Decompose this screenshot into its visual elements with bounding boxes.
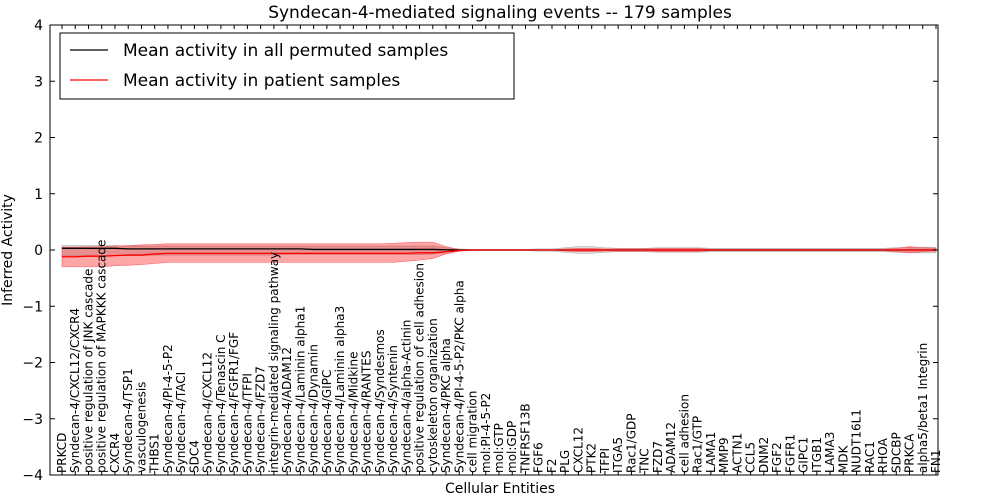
category-label: PRKCD — [55, 433, 69, 473]
category-label: FGF6 — [532, 442, 546, 473]
category-label: ADAM12 — [664, 422, 678, 473]
category-label: Syndecan-4/CXCL12 — [201, 352, 215, 473]
category-label: MMP9 — [717, 437, 731, 473]
legend: Mean activity in all permuted samples Me… — [59, 32, 515, 100]
legend-label-patient: Mean activity in patient samples — [123, 71, 400, 91]
category-label: DNM2 — [757, 437, 771, 473]
category-label: Syndecan-4/Dynamin — [307, 344, 321, 473]
category-label: positive regulation of JNK cascade — [81, 269, 95, 473]
category-label: CXCL12 — [571, 427, 585, 473]
category-label: positive regulation of MAPKKK cascade — [95, 240, 109, 473]
category-label: Rac1/GTP — [691, 416, 705, 473]
x-axis-label: Cellular Entities — [445, 481, 555, 497]
category-label: Syndecan-4/PI-4-5-P2 — [161, 344, 175, 473]
y-tick-label: 1 — [34, 187, 43, 203]
category-label: PTK2 — [585, 443, 599, 473]
y-tick-label: 3 — [34, 74, 43, 90]
category-label: alpha5/beta1 Integrin — [916, 343, 930, 473]
legend-frame — [59, 32, 515, 100]
category-label: Syndecan-4/Laminin alpha3 — [333, 306, 347, 473]
category-label: Syndecan-4/FGFR1/FGF — [227, 332, 241, 473]
y-axis: −4 −3 −2 −1 0 1 2 3 4 — [22, 18, 938, 484]
category-label: cell adhesion — [677, 394, 691, 473]
category-label: TNC — [638, 448, 652, 474]
category-label: ITGB1 — [810, 437, 824, 473]
category-label: TNFRSF13B — [518, 403, 532, 474]
y-tick-label: 2 — [34, 131, 43, 147]
category-label: ACTN1 — [730, 433, 744, 473]
band-patient — [61, 241, 937, 268]
category-label: Syndecan-4/Midkine — [346, 352, 360, 473]
category-label: cytoskeleton organization — [426, 318, 440, 473]
category-label: Syndecan-4/RANTES — [360, 351, 374, 473]
category-label: RAC1 — [863, 441, 877, 473]
category-label: cell migration — [466, 391, 480, 473]
y-axis-label: Inferred Activity — [0, 194, 16, 306]
category-label: integrin-mediated signaling pathway — [267, 252, 281, 473]
category-label: ITGA5 — [611, 437, 625, 473]
category-label: Syndecan-4/CXCL12/CXCR4 — [68, 308, 82, 473]
y-tick-label: −1 — [22, 299, 43, 315]
legend-label-permuted: Mean activity in all permuted samples — [123, 41, 448, 61]
category-label: Syndecan-4/GIPC — [320, 370, 334, 473]
category-label: MDK — [836, 444, 850, 473]
category-label: NUDT16L1 — [850, 409, 864, 473]
category-label: Rac1/GDP — [624, 414, 638, 473]
category-label: Syndecan-4/Syndesmos — [373, 329, 387, 473]
category-label: FZD7 — [651, 441, 665, 473]
category-label: mol:GTP — [492, 423, 506, 473]
category-label: positive regulation of cell adhesion — [413, 263, 427, 473]
y-tick-label: −3 — [22, 412, 43, 428]
category-label: mol:GDP — [505, 421, 519, 473]
category-label: Syndecan-4/Syntenin — [386, 345, 400, 473]
category-label: Syndecan-4/TACI — [174, 372, 188, 473]
category-label: Syndecan-4/FZD7 — [254, 366, 268, 473]
category-label: RHOA — [876, 437, 890, 473]
category-label: CCL5 — [744, 442, 758, 473]
category-label: LAMA1 — [704, 432, 718, 473]
category-label: mol:PI-4-5-P2 — [479, 393, 493, 473]
category-label: Syndecan-4/alpha-Actinin — [399, 320, 413, 473]
y-tick-label: 0 — [34, 243, 43, 259]
category-label: THBS1 — [148, 433, 162, 474]
category-label: TFPI — [598, 448, 612, 474]
category-label: Syndecan-4/PI-4-5-P2/PKC alpha — [452, 280, 466, 473]
category-label: FGF2 — [770, 442, 784, 473]
category-label: Syndecan-4/ADAM12 — [280, 347, 294, 473]
category-label: FGFR1 — [783, 434, 797, 473]
category-label: SDC4 — [187, 440, 201, 473]
category-label: vasculogenesis — [134, 382, 148, 473]
category-label: F2 — [545, 458, 559, 473]
chart-title: Syndecan-4-mediated signaling events -- … — [268, 3, 732, 23]
category-label: GIPC1 — [797, 437, 811, 473]
category-label: PRKCA — [903, 433, 917, 473]
category-label: CXCR4 — [108, 433, 122, 473]
category-label: Syndecan-4/Tenascin C — [214, 334, 228, 473]
category-label: Syndecan-4/PKC alpha — [439, 338, 453, 473]
y-tick-label: −4 — [22, 468, 43, 484]
y-tick-label: −2 — [22, 356, 43, 372]
category-label: FN1 — [929, 449, 943, 473]
category-label: Syndecan-4/TSP1 — [121, 368, 135, 473]
category-label: SDCBP — [889, 432, 903, 473]
y-tick-label: 4 — [34, 18, 43, 34]
category-label: PLG — [558, 450, 572, 473]
series-line-patient — [62, 249, 936, 258]
plot-area — [61, 241, 937, 268]
category-label: LAMA3 — [823, 432, 837, 473]
category-label: Syndecan-4/TFPI — [240, 373, 254, 473]
category-label: Syndecan-4/Laminin alpha1 — [293, 306, 307, 473]
x-axis-category-labels: PRKCD Syndecan-4/CXCL12/CXCR4 positive reg… — [55, 25, 943, 475]
